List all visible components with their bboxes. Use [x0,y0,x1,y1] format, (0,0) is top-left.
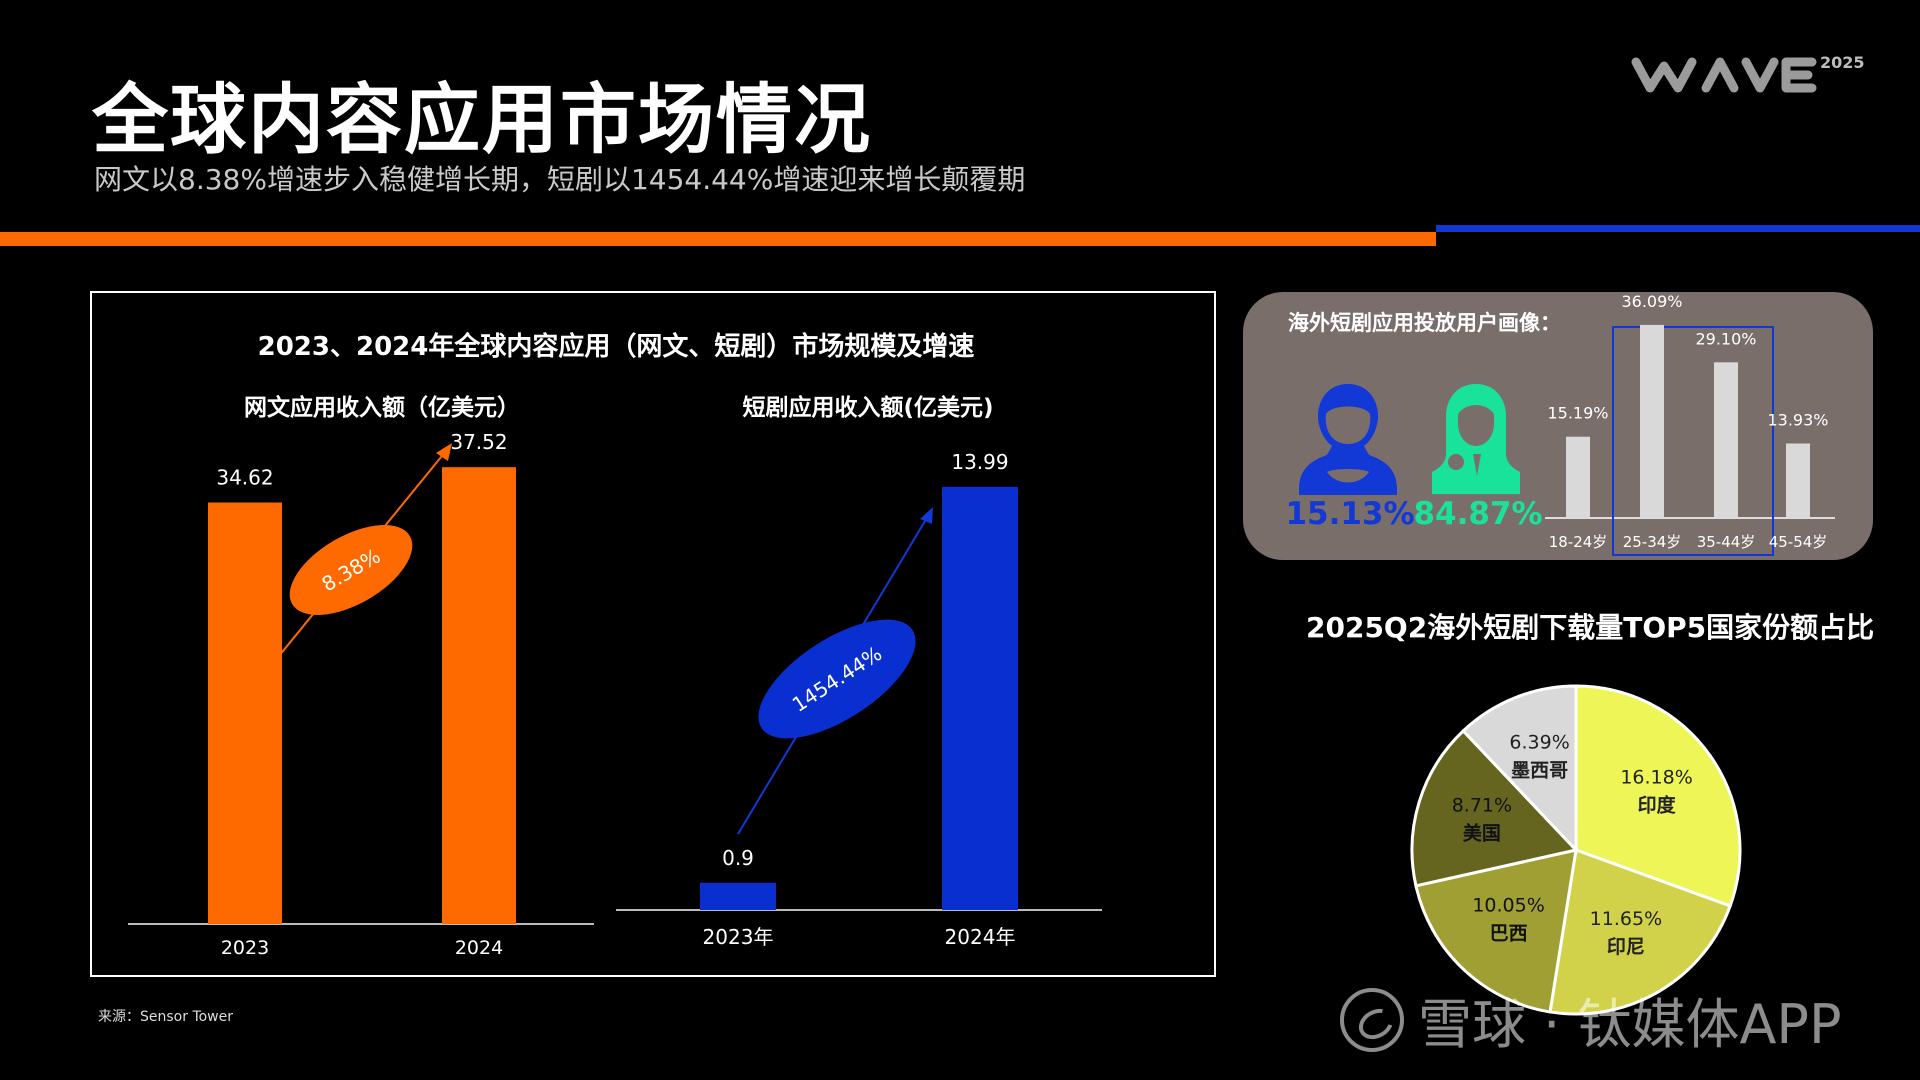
male-user-icon [1299,384,1397,495]
tick-label-age-25-34: 25-34岁 [1623,533,1682,551]
tick-label-webnovel-2024: 2024 [455,937,503,959]
growth-badge-shortdrama [758,619,916,739]
age-highlight-box [1612,326,1774,556]
pie-name-label-2: 巴西 [1490,923,1528,945]
shortdrama-chart-subtitle: 短剧应用收入额(亿美元) [742,394,993,421]
pie-name-label-3: 美国 [1463,821,1501,844]
webnovel-revenue-chart: 网文应用收入额（亿美元） 34.62 37.52 2023 2024 8.38% [128,394,594,959]
bar-age-45-54 [1786,443,1810,518]
pie-slice-4 [1461,684,1578,854]
age-distribution-chart: 15.19% 36.09% 29.10% 13.93% 18-24岁 25-34… [1547,292,1828,551]
watermark: 雪球 · 钛媒体APP [1340,980,1842,1059]
female-user-icon [1432,384,1520,494]
value-label-webnovel-2024: 37.52 [450,430,507,454]
value-label-shortdrama-2023: 0.9 [722,846,754,870]
tick-label-shortdrama-2024: 2024年 [945,925,1016,949]
value-label-age-35-44: 29.10% [1695,329,1756,348]
accent-bar-blue [1436,225,1920,232]
bar-webnovel-2024 [442,467,516,924]
pie-value-label-4: 6.39% [1509,732,1569,754]
value-label-shortdrama-2024: 13.99 [951,450,1008,474]
webnovel-chart-subtitle: 网文应用收入额（亿美元） [244,394,520,421]
pie-name-label-4: 墨西哥 [1511,760,1568,782]
growth-badge-webnovel [289,525,413,615]
watermark-text: 雪球 · 钛媒体APP [1418,993,1842,1056]
pie-value-label-0: 16.18% [1620,767,1692,789]
bar-webnovel-2023 [208,502,282,924]
bar-shortdrama-2024 [942,486,1018,910]
market-size-panel: 2023、2024年全球内容应用（网文、短剧）市场规模及增速 网文应用收入额（亿… [90,291,1216,977]
xueqiu-logo-icon [1340,987,1404,1052]
pie-value-label-1: 11.65% [1590,908,1662,930]
wave-logo: 2025 [1628,50,1878,100]
pie-value-label-2: 10.05% [1472,895,1544,917]
source-note: 来源：Sensor Tower [98,1009,233,1025]
pie-slice-2 [1414,848,1578,1014]
persona-title: 海外短剧应用投放用户画像： [1288,311,1561,335]
value-label-age-45-54: 13.93% [1767,410,1828,429]
female-percentage: 84.87% [1413,496,1542,532]
shortdrama-revenue-chart: 短剧应用收入额(亿美元) 0.9 13.99 2023年 2024年 1454.… [616,394,1102,949]
tick-label-age-45-54: 45-54岁 [1769,533,1828,551]
value-label-age-25-34: 36.09% [1621,292,1682,311]
tick-label-shortdrama-2023: 2023年 [703,925,774,949]
tick-label-age-35-44: 35-44岁 [1697,533,1756,551]
page-subtitle: 网文以8.38%增速步入稳健增长期，短剧以1454.44%增速迎来增长颠覆期 [94,163,1026,196]
pie-slice-1 [1548,847,1733,1016]
country-share-pie-chart: 16.18% 印度 11.65% 印尼 10.05% 巴西 8.71% 美国 6.39% 墨西哥 [1300,650,1760,1030]
wave-logo-mark [1631,57,1817,93]
tick-label-webnovel-2023: 2023 [221,937,269,959]
growth-arrowhead-shortdrama [920,507,933,524]
user-persona-panel: 海外短剧应用投放用户画像： 15.13% 84.87% 15.19% 36.09… [1243,292,1873,560]
page-title: 全球内容应用市场情况 [92,75,872,164]
pie-value-label-3: 8.71% [1452,794,1512,816]
pie-slice-3 [1410,728,1579,888]
pie-name-label-0: 印度 [1638,794,1677,817]
male-percentage: 15.13% [1285,496,1414,532]
value-label-age-18-24: 15.19% [1547,404,1608,423]
main-chart-title: 2023、2024年全球内容应用（网文、短剧）市场规模及增速 [258,331,975,362]
value-label-webnovel-2023: 34.62 [216,466,273,490]
pie-name-label-1: 印尼 [1607,936,1645,958]
bar-age-25-34 [1640,324,1664,518]
bar-age-18-24 [1566,436,1590,518]
tick-label-age-18-24: 18-24岁 [1549,533,1608,551]
bar-age-35-44 [1714,362,1738,518]
logo-year: 2025 [1820,53,1865,72]
growth-arrowhead-webnovel [436,443,452,461]
pie-slice-0 [1574,684,1742,908]
bar-shortdrama-2023 [700,882,776,910]
pie-chart-title: 2025Q2海外短剧下载量TOP5国家份额占比 [1306,611,1875,644]
accent-bar-orange [0,232,1436,246]
